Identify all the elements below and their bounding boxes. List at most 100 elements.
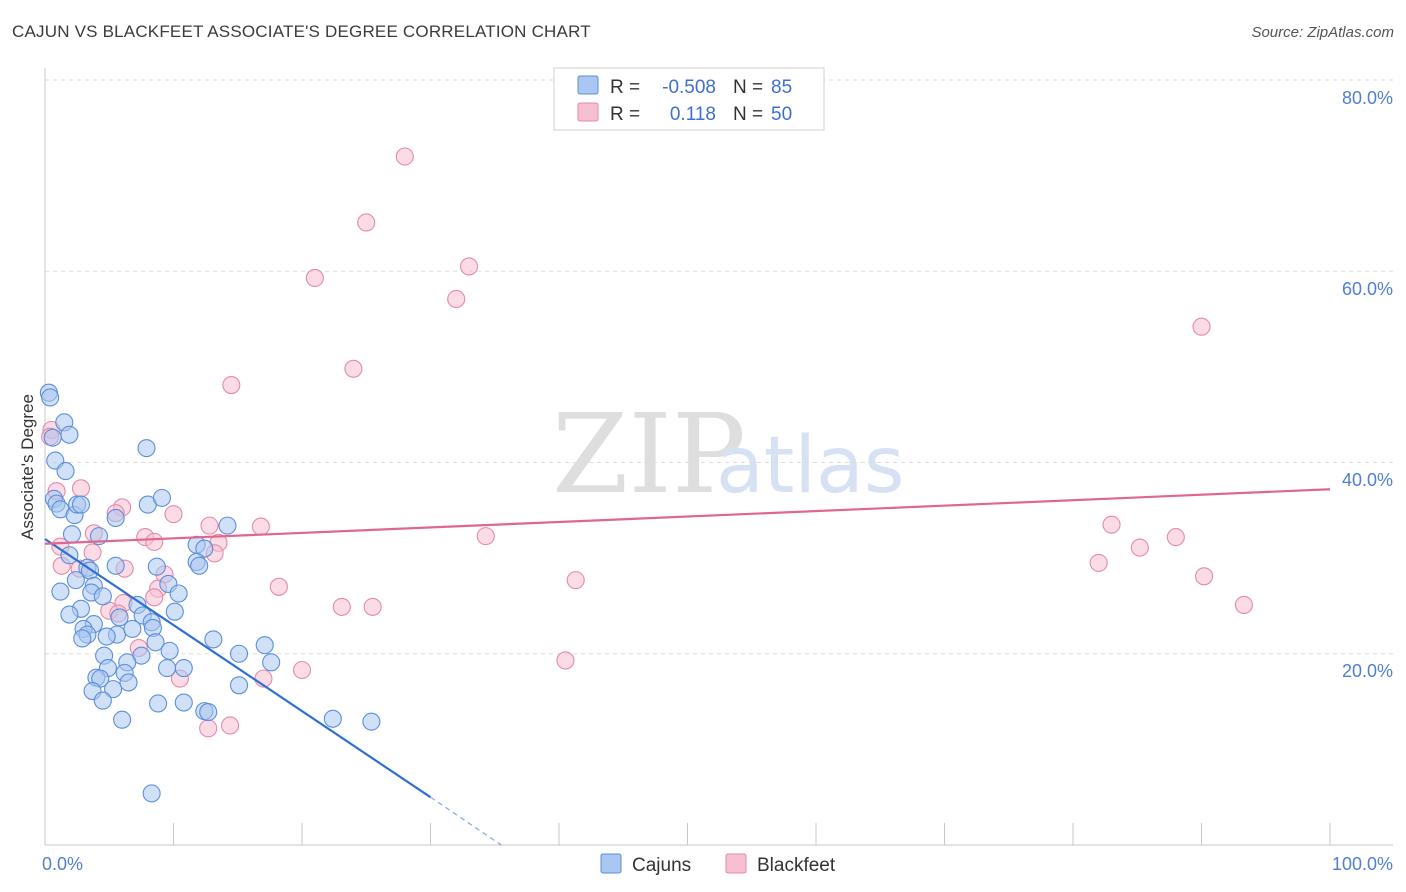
x-tick-label-max: 100.0% — [1332, 854, 1393, 874]
cajun-trend-extension — [430, 796, 502, 846]
blackfeet-point-35 — [269, 577, 288, 596]
cajun-point-29 — [66, 571, 85, 590]
cajun-point-70 — [93, 691, 112, 710]
legend-swatch-cajuns — [577, 75, 599, 95]
blackfeet-point-16 — [251, 517, 270, 536]
legend-frame — [553, 67, 825, 131]
watermark-atlas: atlas — [716, 421, 905, 511]
cajun-point-25 — [106, 556, 125, 575]
legend-swatch-blackfeet — [577, 102, 599, 122]
blackfeet-point-49 — [199, 719, 218, 738]
cajun-point-47 — [123, 619, 142, 638]
blackfeet-point-4 — [447, 289, 466, 309]
cajun-point-4 — [43, 428, 62, 447]
data-points — [39, 147, 1253, 803]
blackfeet-point-23 — [83, 543, 102, 562]
cajun-point-68 — [104, 680, 123, 699]
cajun-point-74 — [199, 703, 218, 722]
trend-lines — [44, 488, 1331, 846]
cajun-point-54 — [160, 641, 179, 660]
blackfeet-point-40 — [363, 597, 382, 616]
cajun-point-1 — [41, 388, 60, 407]
y-tick-label-40: 40.0% — [1342, 470, 1393, 490]
chart-title: CAJUN VS BLACKFEET ASSOCIATE'S DEGREE CO… — [12, 22, 591, 41]
blackfeet-point-6 — [344, 359, 363, 378]
blackfeet-point-1 — [357, 213, 376, 232]
axes — [44, 68, 1393, 846]
gridlines — [45, 79, 1393, 655]
blackfeet-point-28 — [1089, 553, 1108, 572]
cajun-point-16 — [152, 488, 171, 507]
cajun-point-7 — [137, 439, 156, 458]
cajun-point-71 — [149, 694, 168, 713]
blackfeet-point-15 — [200, 516, 219, 535]
bottom-legend-label-cajuns: Cajuns — [632, 855, 691, 876]
cajun-point-6 — [56, 462, 75, 481]
cajun-point-20 — [218, 516, 237, 535]
cajun-point-36 — [169, 584, 188, 603]
blackfeet-trend-line — [44, 488, 1331, 545]
cajun-point-53 — [255, 636, 274, 655]
cajun-point-28 — [190, 556, 209, 575]
legend-n-label-cajuns: N = — [733, 77, 763, 98]
blackfeet-point-10 — [71, 479, 91, 498]
blackfeet-point-14 — [164, 505, 183, 524]
y-tick-label-20: 20.0% — [1342, 661, 1393, 681]
cajun-point-67 — [229, 676, 249, 695]
cajun-point-59 — [262, 653, 281, 672]
blackfeet-point-25 — [1102, 515, 1121, 534]
cajun-point-61 — [158, 659, 177, 678]
y-axis-title: Associate's Degree — [18, 394, 37, 540]
blackfeet-point-0 — [395, 147, 414, 166]
legend-r-value-cajuns: -0.508 — [662, 77, 716, 98]
cajun-trend-line — [44, 538, 432, 799]
cajun-point-66 — [119, 673, 138, 692]
cajun-point-13 — [71, 495, 91, 514]
cajun-point-17 — [62, 525, 82, 544]
legend-n-value-cajuns: 85 — [771, 77, 792, 98]
blackfeet-point-26 — [1130, 538, 1149, 557]
blackfeet-point-39 — [332, 597, 351, 616]
legend-n-label-blackfeet: N = — [733, 104, 763, 125]
legend-box: R = -0.508 N = 85 R = 0.118 N = 50 — [553, 67, 825, 131]
cajun-point-50 — [97, 627, 116, 646]
cajun-point-41 — [165, 602, 184, 621]
cajun-point-76 — [323, 709, 342, 728]
watermark-zip: ZIP — [552, 390, 746, 518]
blackfeet-point-2 — [459, 257, 479, 276]
cajun-point-77 — [362, 712, 381, 731]
blackfeet-point-5 — [1192, 317, 1211, 336]
cajun-point-32 — [51, 582, 70, 601]
cajun-point-78 — [142, 784, 161, 803]
x-tick-label-min: 0.0% — [42, 854, 83, 874]
blackfeet-point-38 — [145, 588, 164, 607]
cajun-point-75 — [113, 710, 132, 729]
cajun-point-3 — [60, 425, 79, 444]
blackfeet-point-46 — [556, 651, 575, 670]
cajun-point-72 — [174, 693, 193, 712]
cajun-point-51 — [146, 633, 165, 652]
chart-source: Source: ZipAtlas.com — [1251, 24, 1394, 41]
blackfeet-point-19 — [145, 532, 164, 551]
cajun-point-49 — [73, 629, 92, 648]
blackfeet-point-3 — [305, 268, 324, 287]
blackfeet-point-27 — [1166, 528, 1185, 547]
cajun-point-62 — [174, 659, 193, 678]
cajun-point-52 — [204, 630, 223, 649]
cajun-point-14 — [106, 508, 125, 528]
legend-r-value-blackfeet: 0.118 — [670, 104, 716, 125]
cajun-point-34 — [93, 587, 112, 606]
blackfeet-point-7 — [222, 375, 241, 395]
cajun-point-22 — [195, 539, 214, 558]
y-tick-label-60: 60.0% — [1342, 279, 1393, 299]
legend-n-value-blackfeet: 50 — [771, 104, 792, 125]
legend-r-label-blackfeet: R = — [610, 104, 640, 125]
bottom-legend-swatch-blackfeet — [725, 853, 747, 874]
cajun-point-57 — [229, 644, 249, 663]
blackfeet-point-45 — [292, 660, 312, 680]
bottom-legend-label-blackfeet: Blackfeet — [757, 855, 836, 876]
legend-r-label-cajuns: R = — [610, 77, 640, 98]
blackfeet-point-33 — [1195, 567, 1214, 586]
cajun-point-38 — [60, 605, 79, 624]
